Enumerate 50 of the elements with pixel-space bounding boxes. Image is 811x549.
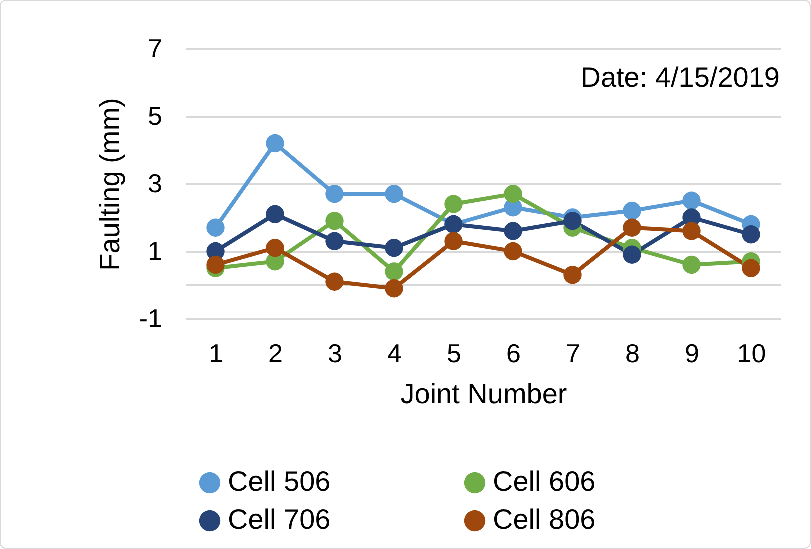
point (326, 185, 344, 204)
point (742, 259, 760, 278)
point (623, 246, 642, 264)
point (444, 195, 463, 214)
x-tick-label: 9 (685, 338, 700, 368)
x-tick-label: 3 (328, 338, 342, 368)
point (742, 226, 760, 244)
point (504, 242, 522, 261)
point (623, 218, 642, 237)
point (682, 222, 701, 240)
x-tick-label: 8 (626, 338, 640, 368)
x-tick-label: 10 (737, 338, 766, 368)
point (564, 266, 582, 284)
legend-label: Cell 506 (228, 466, 331, 497)
point (266, 205, 284, 224)
x-tick-label: 7 (566, 338, 580, 368)
y-tick-label: 3 (148, 168, 162, 198)
legend-label: Cell 806 (493, 504, 596, 535)
x-tick-label: 2 (268, 338, 283, 368)
y-tick-label: -1 (139, 304, 162, 334)
legend-label: Cell 706 (228, 504, 331, 535)
y-tick-label: 7 (148, 34, 162, 64)
point (385, 239, 404, 258)
annotation: Date: 4/15/2019 (580, 62, 780, 93)
point (682, 192, 701, 210)
point (504, 222, 522, 240)
point (326, 232, 344, 250)
point (266, 134, 284, 153)
y-axis-title: Faulting (mm) (94, 98, 126, 271)
point (266, 239, 284, 258)
point (385, 185, 404, 204)
point (326, 212, 344, 230)
point (385, 280, 404, 298)
point (326, 272, 344, 291)
x-tick-label: 6 (506, 338, 521, 368)
y-tick-label: 5 (148, 101, 162, 131)
point (504, 185, 522, 204)
y-tick-label: 1 (148, 236, 162, 266)
x-tick-label: 1 (209, 338, 224, 368)
point (206, 218, 225, 237)
point (564, 212, 582, 230)
point (385, 262, 404, 281)
point (682, 256, 701, 274)
x-axis-title: Joint Number (400, 378, 568, 410)
point (206, 256, 225, 274)
x-tick-label: 5 (447, 338, 462, 368)
legend-label: Cell 606 (493, 466, 596, 497)
point (444, 232, 463, 250)
x-tick-label: 4 (388, 338, 402, 368)
point (623, 202, 642, 220)
